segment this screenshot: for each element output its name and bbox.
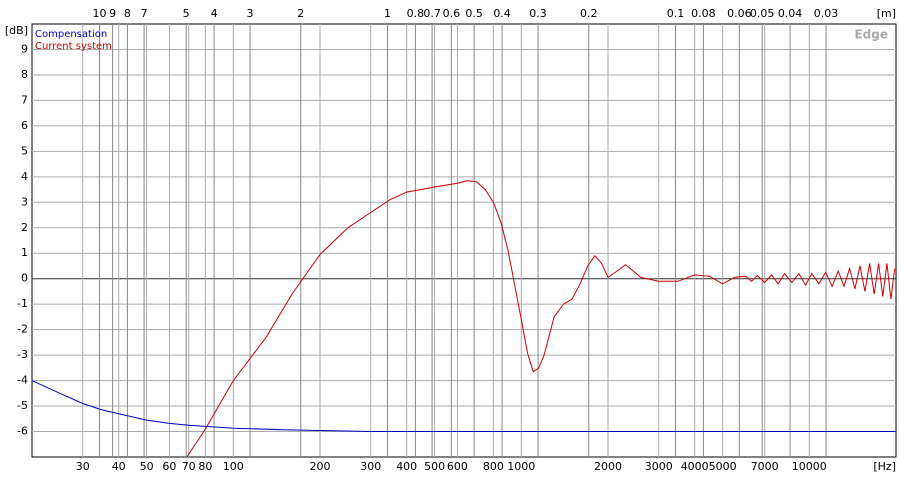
x-tick-label: 40 <box>112 460 126 473</box>
y-tick-label: 0 <box>21 272 28 285</box>
x2-tick-label: 8 <box>124 7 131 20</box>
y-tick-label: 4 <box>21 170 28 183</box>
x-tick-label: 600 <box>447 460 468 473</box>
x-tick-label: 800 <box>483 460 504 473</box>
x-tick-label: 50 <box>140 460 154 473</box>
x-tick-label: 200 <box>310 460 331 473</box>
y-tick-label: 3 <box>21 195 28 208</box>
x2-tick-label: 0.1 <box>667 7 685 20</box>
x2-tick-label: 2 <box>297 7 304 20</box>
x2-tick-label: 7 <box>141 7 148 20</box>
x-tick-label: 60 <box>162 460 176 473</box>
x2-tick-label: 0.08 <box>691 7 716 20</box>
plot-frame <box>31 23 897 458</box>
x-unit: [Hz] <box>873 460 896 473</box>
x2-tick-label: 10 <box>92 7 106 20</box>
series-line <box>186 180 896 457</box>
y-tick-label: 5 <box>21 144 28 157</box>
x-tick-label: 4000 <box>681 460 709 473</box>
y-tick-label: 9 <box>21 42 28 55</box>
x2-tick-label: 0.8 <box>407 7 425 20</box>
x-tick-label: 7000 <box>751 460 779 473</box>
series-line <box>32 380 896 432</box>
x2-tick-label: 0.2 <box>580 7 598 20</box>
legend-entry: Compensation <box>35 29 107 40</box>
watermark: Edge <box>854 28 888 42</box>
x2-tick-label: 0.3 <box>529 7 547 20</box>
x-tick-label: 80 <box>198 460 212 473</box>
y-tick-label: -5 <box>17 399 28 412</box>
x2-tick-label: 5 <box>183 7 190 20</box>
x2-tick-label: 0.5 <box>465 7 483 20</box>
x-tick-label: 2000 <box>594 460 622 473</box>
y-tick-label: 7 <box>21 93 28 106</box>
y-tick-label: 2 <box>21 221 28 234</box>
x-tick-label: 300 <box>360 460 381 473</box>
x-tick-label: 30 <box>76 460 90 473</box>
x2-tick-label: 0.05 <box>750 7 775 20</box>
y-tick-label: 8 <box>21 68 28 81</box>
x2-tick-label: 3 <box>247 7 254 20</box>
x-tick-label: 500 <box>424 460 445 473</box>
y-tick-label: -2 <box>17 323 28 336</box>
y-tick-label: -4 <box>17 374 28 387</box>
x2-tick-label: 0.03 <box>814 7 839 20</box>
x-tick-label: 70 <box>182 460 196 473</box>
legend-entry: Current system <box>35 41 112 52</box>
x-tick-label: 5000 <box>709 460 737 473</box>
y-tick-label: 6 <box>21 119 28 132</box>
x-tick-label: 1000 <box>507 460 535 473</box>
x2-tick-label: 9 <box>109 7 116 20</box>
y-tick-label: -6 <box>17 425 28 438</box>
x2-tick-label: 0.7 <box>423 7 441 20</box>
x2-tick-label: 0.6 <box>443 7 461 20</box>
y-tick-label: -3 <box>17 348 28 361</box>
x2-unit: [m] <box>877 7 896 20</box>
y-tick-label: -1 <box>17 297 28 310</box>
x2-tick-label: 4 <box>211 7 218 20</box>
y-tick-label: 1 <box>21 246 28 259</box>
y-unit: [dB] <box>5 24 28 37</box>
x2-tick-label: 0.06 <box>727 7 752 20</box>
x2-tick-label: 0.04 <box>778 7 803 20</box>
x-tick-label: 3000 <box>645 460 673 473</box>
x-tick-label: 400 <box>396 460 417 473</box>
x2-tick-label: 0.4 <box>493 7 511 20</box>
x-tick-label: 10000 <box>792 460 827 473</box>
x-tick-label: 100 <box>223 460 244 473</box>
x2-tick-label: 1 <box>384 7 391 20</box>
